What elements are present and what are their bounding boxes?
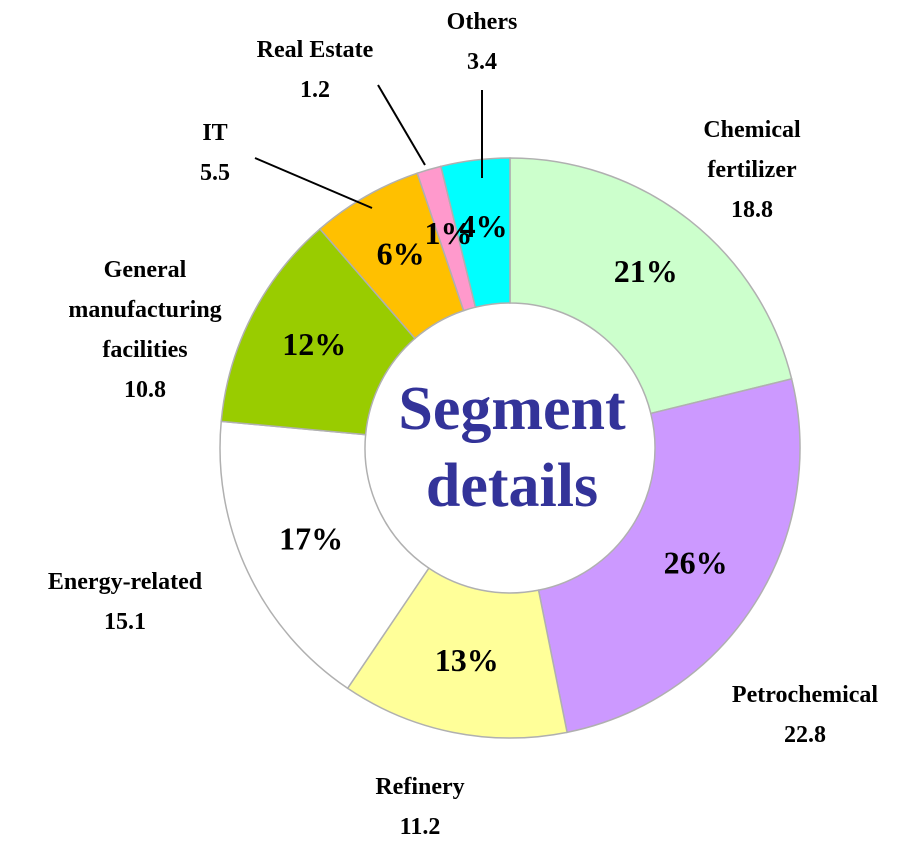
- donut-slice: [509, 157, 793, 415]
- percent-label: 1%: [425, 215, 473, 251]
- value-label: 10.8: [124, 377, 166, 403]
- category-label-group: Refinery 11.2: [320, 767, 520, 843]
- value-label: 3.4: [467, 49, 497, 75]
- donut-slice: [346, 567, 568, 739]
- donut-slice: [537, 377, 801, 734]
- category-label-group: Energy-related 15.1: [10, 562, 240, 642]
- value-label: 18.8: [731, 197, 773, 223]
- category-label: Refinery: [375, 774, 465, 800]
- value-label: 1.2: [300, 77, 330, 103]
- category-label: Petrochemical: [731, 682, 879, 708]
- value-label: 15.1: [104, 609, 146, 635]
- category-label: IT: [202, 120, 228, 146]
- category-label-group: Real Estate 1.2: [235, 30, 395, 110]
- percent-label: 13%: [435, 642, 499, 678]
- leader-line: [377, 84, 426, 166]
- percent-label: 17%: [279, 520, 343, 556]
- category-label: Real Estate: [256, 37, 374, 63]
- percent-label: 6%: [377, 235, 425, 271]
- donut-slice: [439, 157, 511, 309]
- category-label: Others: [446, 9, 518, 35]
- center-text: Segment: [398, 375, 626, 443]
- category-label-group: Chemical fertilizer 18.8: [677, 110, 827, 230]
- category-label: Chemical fertilizer: [703, 117, 801, 183]
- center-text: details: [426, 452, 598, 520]
- slices: [219, 157, 801, 739]
- category-label: Energy-related: [47, 569, 203, 595]
- category-label-group: General manufacturing facilities 10.8: [35, 250, 255, 410]
- value-label: 11.2: [399, 814, 441, 840]
- percent-label: 4%: [460, 208, 508, 244]
- category-label-group: Others 3.4: [422, 2, 542, 82]
- category-label-group: IT 5.5: [175, 113, 255, 193]
- leader-line: [254, 157, 373, 209]
- category-label: General manufacturing facilities: [68, 257, 222, 363]
- percent-label: 26%: [664, 544, 728, 580]
- percent-label: 12%: [282, 326, 346, 362]
- value-label: 5.5: [200, 160, 230, 186]
- category-label-group: Petrochemical 22.8: [690, 675, 920, 755]
- donut-slice: [219, 420, 430, 690]
- percent-label: 21%: [614, 253, 678, 289]
- value-label: 22.8: [784, 722, 826, 748]
